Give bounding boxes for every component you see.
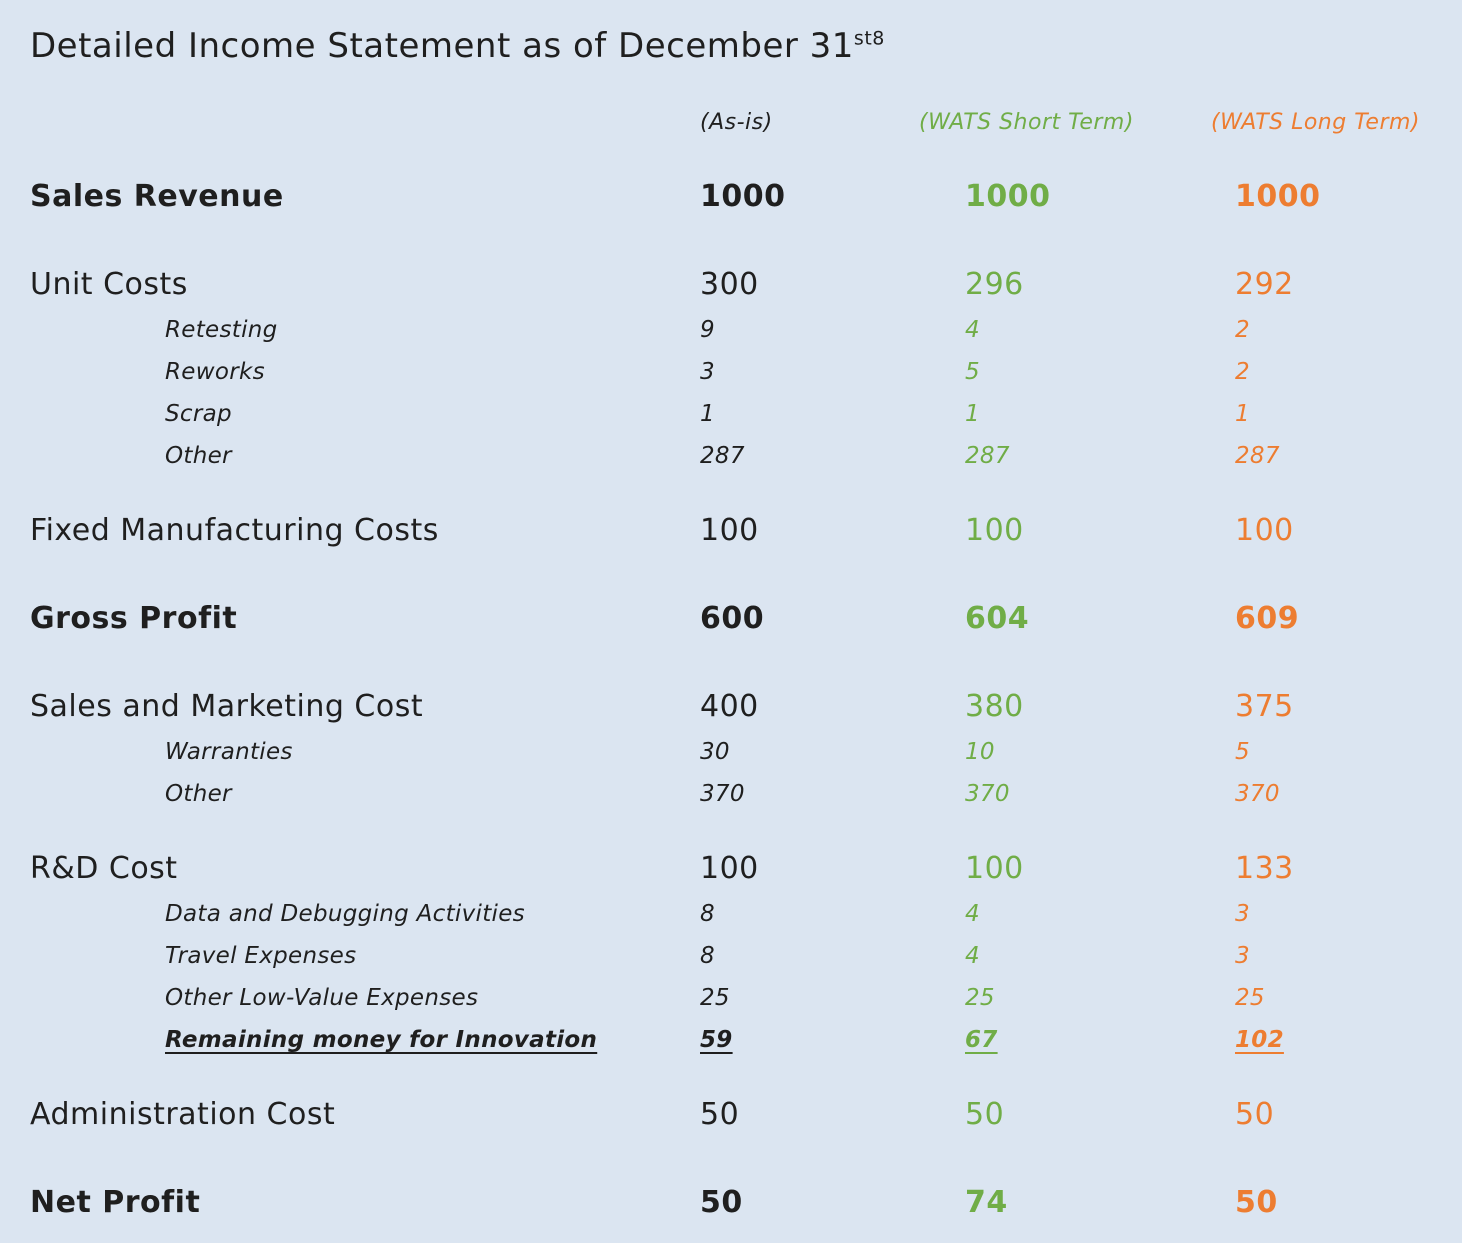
row-sales-and-marketing-cost: Sales and Marketing Cost 400 380 375 <box>30 686 1442 728</box>
table-body: Sales Revenue 1000 1000 1000 Unit Costs … <box>30 176 1442 1224</box>
row-label: Other <box>165 443 232 469</box>
value-wats-short-term: 1 <box>965 401 980 427</box>
page-title-superscript: st8 <box>853 27 885 50</box>
row-r-d-cost: R&D Cost 100 100 133 <box>30 848 1442 890</box>
row-label: Remaining money for Innovation <box>165 1027 598 1053</box>
row-label: Data and Debugging Activities <box>165 901 525 927</box>
row-label: Fixed Manufacturing Costs <box>30 513 439 548</box>
row-other-low-value-expenses: Other Low-Value Expenses 25 25 25 <box>30 980 1442 1016</box>
row-fixed-manufacturing-costs: Fixed Manufacturing Costs 100 100 100 <box>30 510 1442 552</box>
value-wats-short-term: 287 <box>965 443 1010 469</box>
value-wats-short-term: 296 <box>965 267 1024 302</box>
row-label: Net Profit <box>30 1185 201 1220</box>
row-label: Scrap <box>165 401 232 427</box>
row-label: Warranties <box>165 739 293 765</box>
value-as-is: 50 <box>700 1097 740 1132</box>
row-net-profit: Net Profit 50 74 50 <box>30 1182 1442 1224</box>
value-as-is: 600 <box>700 601 765 636</box>
value-wats-long-term: 2 <box>1235 359 1250 385</box>
value-wats-short-term: 5 <box>965 359 980 385</box>
value-wats-long-term: 2 <box>1235 317 1250 343</box>
value-as-is: 100 <box>700 513 759 548</box>
row-label: Sales Revenue <box>30 179 284 214</box>
value-wats-short-term: 100 <box>965 513 1024 548</box>
value-as-is: 400 <box>700 689 759 724</box>
value-wats-short-term: 74 <box>965 1185 1008 1220</box>
value-as-is: 9 <box>700 317 715 343</box>
row-label: Retesting <box>165 317 278 343</box>
value-wats-short-term: 4 <box>965 901 980 927</box>
value-as-is: 370 <box>700 781 745 807</box>
value-wats-long-term: 609 <box>1235 601 1300 636</box>
value-wats-long-term: 3 <box>1235 901 1250 927</box>
row-sales-revenue: Sales Revenue 1000 1000 1000 <box>30 176 1442 218</box>
value-wats-short-term: 380 <box>965 689 1024 724</box>
column-header-wats-short-term: (WATS Short Term) <box>919 110 1134 135</box>
value-wats-long-term: 50 <box>1235 1185 1278 1220</box>
value-wats-short-term: 604 <box>965 601 1030 636</box>
row-label: Gross Profit <box>30 601 238 636</box>
row-label: R&D Cost <box>30 851 178 886</box>
row-scrap: Scrap 1 1 1 <box>30 396 1442 432</box>
row-reworks: Reworks 3 5 2 <box>30 354 1442 390</box>
value-wats-long-term: 3 <box>1235 943 1250 969</box>
row-other: Other 370 370 370 <box>30 776 1442 812</box>
value-as-is: 8 <box>700 901 715 927</box>
value-wats-short-term: 1000 <box>965 179 1051 214</box>
value-as-is: 25 <box>700 985 730 1011</box>
value-wats-long-term: 370 <box>1235 781 1280 807</box>
value-as-is: 59 <box>700 1027 733 1053</box>
row-label: Reworks <box>165 359 265 385</box>
value-wats-short-term: 25 <box>965 985 995 1011</box>
column-header-wats-long-term: (WATS Long Term) <box>1211 110 1421 135</box>
value-as-is: 50 <box>700 1185 743 1220</box>
value-wats-long-term: 1 <box>1235 401 1250 427</box>
value-as-is: 1000 <box>700 179 786 214</box>
value-wats-short-term: 370 <box>965 781 1010 807</box>
value-as-is: 100 <box>700 851 759 886</box>
value-wats-long-term: 50 <box>1235 1097 1275 1132</box>
value-wats-long-term: 287 <box>1235 443 1280 469</box>
value-wats-long-term: 100 <box>1235 513 1294 548</box>
value-wats-long-term: 5 <box>1235 739 1250 765</box>
row-administration-cost: Administration Cost 50 50 50 <box>30 1094 1442 1136</box>
value-as-is: 1 <box>700 401 715 427</box>
value-wats-short-term: 50 <box>965 1097 1005 1132</box>
row-label: Travel Expenses <box>165 943 357 969</box>
column-header-as-is: (As-is) <box>700 110 773 135</box>
row-travel-expenses: Travel Expenses 8 4 3 <box>30 938 1442 974</box>
row-label: Administration Cost <box>30 1097 336 1132</box>
row-retesting: Retesting 9 4 2 <box>30 312 1442 348</box>
page-title: Detailed Income Statement as of December… <box>30 24 1442 68</box>
row-label: Unit Costs <box>30 267 188 302</box>
value-as-is: 300 <box>700 267 759 302</box>
row-label: Other Low-Value Expenses <box>165 985 479 1011</box>
row-data-and-debugging-activities: Data and Debugging Activities 8 4 3 <box>30 896 1442 932</box>
row-remaining-money-for-innovation: Remaining money for Innovation 59 67 102 <box>30 1022 1442 1058</box>
value-wats-short-term: 4 <box>965 943 980 969</box>
value-wats-short-term: 4 <box>965 317 980 343</box>
value-wats-long-term: 1000 <box>1235 179 1321 214</box>
value-wats-long-term: 133 <box>1235 851 1294 886</box>
row-label: Sales and Marketing Cost <box>30 689 424 724</box>
value-wats-short-term: 67 <box>965 1027 998 1053</box>
row-warranties: Warranties 30 10 5 <box>30 734 1442 770</box>
row-unit-costs: Unit Costs 300 296 292 <box>30 264 1442 306</box>
row-gross-profit: Gross Profit 600 604 609 <box>30 598 1442 640</box>
value-wats-short-term: 10 <box>965 739 995 765</box>
value-as-is: 287 <box>700 443 745 469</box>
row-other: Other 287 287 287 <box>30 438 1442 474</box>
value-wats-long-term: 375 <box>1235 689 1294 724</box>
row-label: Other <box>165 781 232 807</box>
value-as-is: 30 <box>700 739 730 765</box>
value-as-is: 3 <box>700 359 715 385</box>
value-wats-long-term: 292 <box>1235 267 1294 302</box>
column-headers: (As-is) (WATS Short Term) (WATS Long Ter… <box>30 108 1442 138</box>
value-wats-long-term: 25 <box>1235 985 1265 1011</box>
value-wats-short-term: 100 <box>965 851 1024 886</box>
page-title-text: Detailed Income Statement as of December… <box>30 26 854 66</box>
value-wats-long-term: 102 <box>1235 1027 1284 1053</box>
value-as-is: 8 <box>700 943 715 969</box>
